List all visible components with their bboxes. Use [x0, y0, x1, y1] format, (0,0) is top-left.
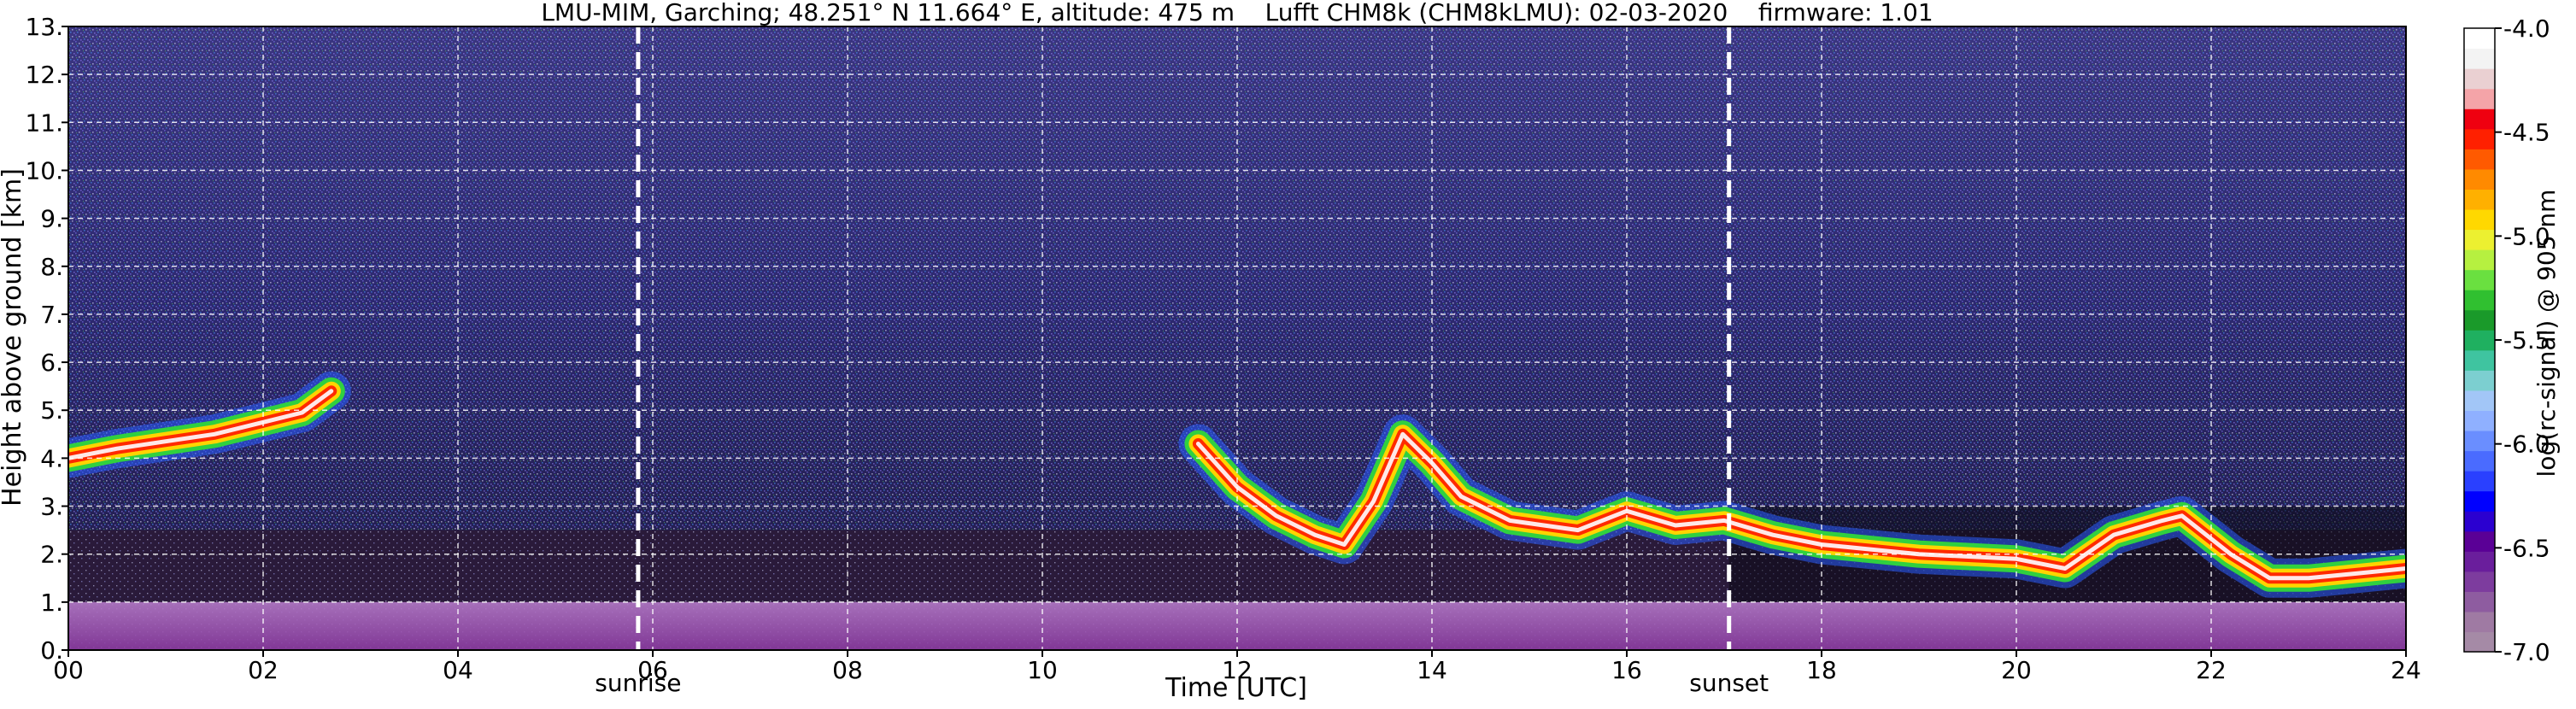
colorbar-segment [2464, 309, 2495, 331]
colorbar-segment [2464, 189, 2495, 210]
x-tick-label: 12 [1222, 656, 1253, 684]
x-tick-label: 06 [637, 656, 668, 684]
colorbar-tick-label: -4.5 [2503, 119, 2550, 147]
x-tick-label: 04 [443, 656, 473, 684]
colorbar-segment [2464, 551, 2495, 572]
y-tick-label: 11. [25, 108, 63, 137]
colorbar-segment [2464, 530, 2495, 552]
y-tick-label: 1. [40, 589, 63, 617]
x-tick-label: 20 [2001, 656, 2032, 684]
x-axis-label: Time [UTC] [1165, 673, 1307, 703]
colorbar-segment [2464, 390, 2495, 412]
y-tick-label: 6. [40, 349, 63, 377]
colorbar-tick-label: -6.5 [2503, 534, 2550, 562]
colorbar-segment [2464, 68, 2495, 90]
colorbar-segment [2464, 290, 2495, 311]
colorbar-segment [2464, 631, 2495, 653]
colorbar-tick-label: -6.0 [2503, 431, 2550, 459]
y-tick-label: 5. [40, 396, 63, 425]
sun-events: sunrise sunset [595, 26, 1769, 697]
colorbar-segment [2464, 410, 2495, 431]
colorbar-tick-label: -5.0 [2503, 222, 2550, 250]
chart-title: LMU-MIM, Garching; 48.251° N 11.664° E, … [541, 0, 1933, 26]
colorbar-segment [2464, 28, 2495, 50]
x-tick-label: 24 [2391, 656, 2421, 684]
x-tick-label: 14 [1417, 656, 1447, 684]
colorbar-segment [2464, 490, 2495, 512]
residual-layer-peak [68, 389, 334, 460]
colorbar-segment [2464, 330, 2495, 351]
colorbar-segment [2464, 591, 2495, 612]
y-tick-label: 4. [40, 444, 63, 472]
colorbar-segment [2464, 430, 2495, 452]
y-tick-label: 3. [40, 493, 63, 521]
y-tick-label: 7. [40, 301, 63, 329]
colorbar-tick-label: -4.0 [2503, 15, 2550, 43]
y-axis-ticks: 0. 1. 2. 3. 4. 5. 6. 7. 8. 9. 10. 11. 12. 13. [25, 13, 68, 665]
colorbar [2463, 27, 2496, 653]
colorbar-segment [2464, 471, 2495, 492]
colorbar-segment [2464, 370, 2495, 391]
colorbar-segment [2464, 229, 2495, 250]
x-axis-ticks: 00 02 04 06 08 10 12 14 16 18 20 22 24 [53, 650, 2421, 684]
colorbar-ticks: -7.0 -6.5 -6.0 -5.5 -5.0 -4.5 -4.0 [2495, 15, 2550, 666]
x-tick-label: 18 [1806, 656, 1837, 684]
colorbar-tick-label: -5.5 [2503, 326, 2550, 354]
colorbar-segment [2464, 249, 2495, 271]
y-tick-label: 12. [25, 61, 63, 89]
colorbar-segment [2464, 571, 2495, 592]
colorbar-segment [2464, 450, 2495, 472]
colorbar-segment [2464, 208, 2495, 231]
colorbar-segment [2464, 269, 2495, 290]
boundary-layer-peak [1195, 431, 2406, 581]
y-tick-label: 0. [40, 636, 63, 665]
x-tick-label: 16 [1611, 656, 1642, 684]
colorbar-segment [2464, 128, 2495, 149]
x-tick-label: 00 [53, 656, 84, 684]
colorbar-segment [2464, 349, 2495, 371]
colorbar-segment [2464, 168, 2495, 190]
colorbar-segment [2464, 88, 2495, 109]
y-tick-label: 8. [40, 253, 63, 281]
colorbar-segment [2464, 511, 2495, 532]
colorbar-segment [2464, 48, 2495, 69]
y-axis-label: Height above ground [km] [0, 168, 27, 507]
colorbar-segment [2464, 149, 2495, 170]
x-tick-label: 08 [832, 656, 863, 684]
x-tick-label: 22 [2196, 656, 2227, 684]
y-tick-label: 2. [40, 541, 63, 569]
y-tick-label: 9. [40, 205, 63, 233]
x-tick-label: 02 [248, 656, 279, 684]
y-tick-label: 10. [25, 156, 63, 185]
colorbar-tick-label: -7.0 [2503, 638, 2550, 666]
colorbar-label: log(rc-signal) @ 905 nm [2532, 190, 2561, 478]
sunrise-label: sunrise [595, 669, 681, 697]
x-tick-label: 10 [1027, 656, 1058, 684]
colorbar-segment [2464, 611, 2495, 633]
aerosol-layers [68, 371, 2406, 598]
colorbar-segment [2464, 108, 2495, 130]
sunset-label: sunset [1689, 669, 1769, 697]
y-tick-label: 13. [25, 13, 63, 41]
